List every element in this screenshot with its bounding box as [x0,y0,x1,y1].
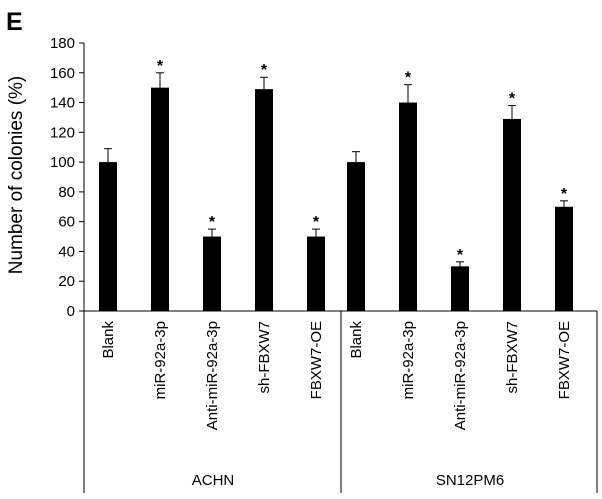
y-axis-ticks: 0 20 40 60 80 100 120 140 160 180 [50,35,84,320]
category-label: Blank [100,321,117,359]
y-tick-label: 20 [58,273,75,290]
significance-marker: * [261,62,268,79]
category-label: FBXW7-OE [556,321,573,399]
bar [503,118,521,311]
significance-marker: * [509,91,516,108]
bar [399,102,417,311]
significance-marker: * [313,214,320,231]
category-label: sh-FBXW7 [504,321,521,394]
category-label: miR-92a-3p [400,321,417,399]
category-label: Blank [348,321,365,359]
bar [99,162,117,311]
significance-marker: * [405,70,412,87]
y-tick-label: 80 [58,184,75,201]
bar [451,266,469,311]
significance-marker: * [157,58,164,75]
significance-marker: * [457,247,464,264]
group-label: SN12PM6 [436,472,504,489]
y-tick-label: 100 [50,154,75,171]
y-tick-label: 160 [50,65,75,82]
bar [203,236,221,311]
category-label: Anti-miR-92a-3p [452,321,469,430]
bar [555,206,573,311]
y-tick-label: 180 [50,35,75,52]
significance-marker: * [209,214,216,231]
bar [307,236,325,311]
category-label: FBXW7-OE [308,321,325,399]
panel-label: E [6,8,23,36]
group-labels: ACHN SN12PM6 [192,472,504,489]
y-tick-label: 0 [67,303,75,320]
significance-marker: * [561,186,568,203]
category-labels: Blank miR-92a-3p Anti-miR-92a-3p sh-FBXW7 FB… [100,321,573,431]
y-tick-label: 120 [50,124,75,141]
bars: * * * * * * * * [99,58,573,312]
y-tick-label: 60 [58,214,75,231]
y-tick-label: 140 [50,95,75,112]
y-axis-label: Number of colonies (%) [6,76,27,275]
bar [255,89,273,312]
bar [347,162,365,311]
bar [151,87,169,312]
y-tick-label: 40 [58,243,75,260]
category-label: Anti-miR-92a-3p [204,321,221,430]
category-label: miR-92a-3p [152,321,169,399]
group-label: ACHN [192,472,235,489]
category-label: sh-FBXW7 [256,321,273,394]
